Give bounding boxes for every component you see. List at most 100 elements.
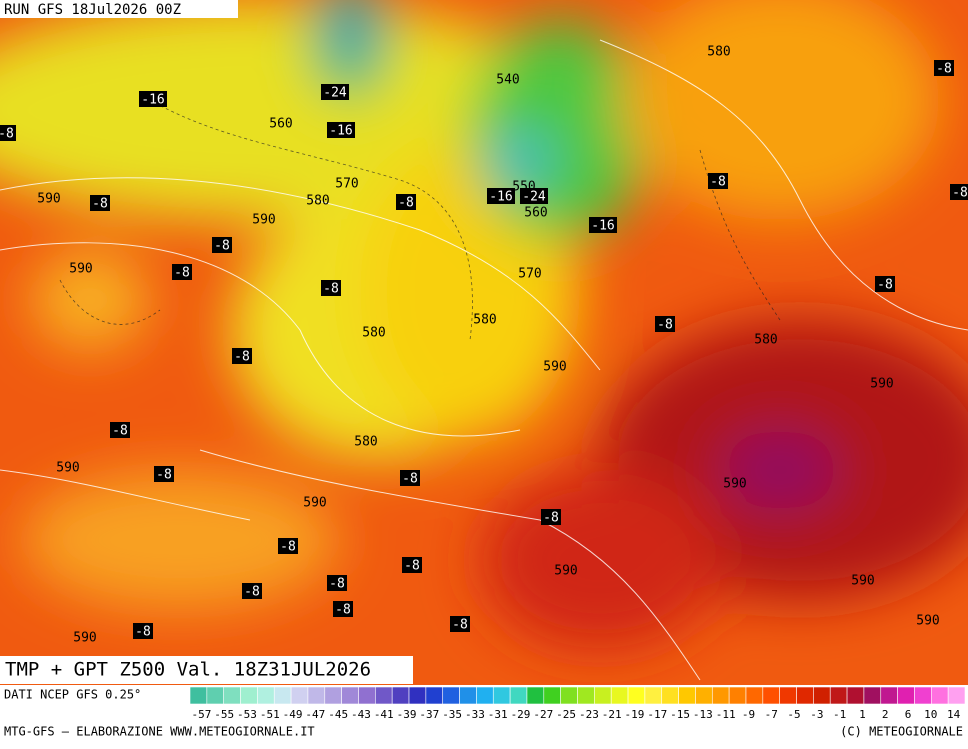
colorbar-swatch xyxy=(307,686,326,705)
colorbar-swatch xyxy=(728,686,747,705)
colorbar-label: 1 xyxy=(859,708,866,721)
contour-label: 580 xyxy=(473,313,496,328)
contour-label: 590 xyxy=(69,262,92,277)
title-box xyxy=(0,656,413,684)
colorbar-label: -51 xyxy=(260,708,280,721)
colorbar-swatch xyxy=(711,686,730,705)
contour-label: -8 xyxy=(174,266,190,281)
contour-label-box xyxy=(708,173,728,189)
colorbar-swatch xyxy=(897,686,915,705)
colorbar-swatch xyxy=(408,686,427,705)
colorbar-swatch xyxy=(931,686,949,705)
contour-label: 570 xyxy=(335,177,358,192)
contour-label-box xyxy=(520,188,548,204)
colorbar-swatch xyxy=(189,686,208,705)
contour-label: -8 xyxy=(657,318,673,333)
colorbar-swatch xyxy=(543,686,561,705)
contour-label: -8 xyxy=(543,511,559,526)
colorbar-label: -1 xyxy=(833,708,846,721)
colorbar-label: 10 xyxy=(924,708,937,721)
colorbar-swatch xyxy=(610,686,629,705)
contour-label-box xyxy=(655,316,675,332)
colorbar-swatch xyxy=(526,686,545,705)
contour-label: -8 xyxy=(156,468,172,483)
colorbar-swatch xyxy=(846,686,865,705)
contour-label: -8 xyxy=(234,350,250,365)
contour-label: -16 xyxy=(329,124,352,139)
contour-label: 570 xyxy=(518,267,541,282)
contour-label: -8 xyxy=(936,62,952,77)
colorbar-label: -7 xyxy=(765,708,778,721)
colorbar-swatch xyxy=(240,686,258,705)
colorbar-swatch xyxy=(779,686,797,705)
colorbar-label: -15 xyxy=(670,708,690,721)
colorbar-swatch xyxy=(206,686,224,705)
run-box xyxy=(0,0,238,18)
map-field xyxy=(0,0,968,685)
contour-label: 560 xyxy=(269,117,292,132)
colorbar-swatch xyxy=(560,686,578,705)
contour-label-box xyxy=(172,264,192,280)
colorbar-swatch xyxy=(509,686,528,705)
colorbar-swatch xyxy=(476,686,494,705)
colorbar-swatch xyxy=(627,686,646,705)
colorbar-label: -25 xyxy=(556,708,576,721)
colorbar-swatch xyxy=(273,686,292,705)
colorbar-swatch xyxy=(947,686,966,705)
contour-label-box xyxy=(232,348,252,364)
contour-label: -8 xyxy=(280,540,296,555)
contour-label: 590 xyxy=(851,574,874,589)
contour-label: 590 xyxy=(252,213,275,228)
colorbar-label: -37 xyxy=(419,708,439,721)
contour-label: 590 xyxy=(37,192,60,207)
contour-label: 590 xyxy=(723,477,746,492)
contour-label: 580 xyxy=(362,326,385,341)
contour-label: -8 xyxy=(112,424,128,439)
contour-label: -8 xyxy=(877,278,893,293)
colorbar-swatch xyxy=(594,686,612,705)
contour-label-box xyxy=(396,194,416,210)
contour-label: -8 xyxy=(0,127,14,142)
contour-label: -16 xyxy=(489,190,512,205)
contour-label: -16 xyxy=(591,219,614,234)
contour-label: 590 xyxy=(916,614,939,629)
contour-label: 590 xyxy=(554,564,577,579)
contour-label-box xyxy=(278,538,298,554)
contour-label: 590 xyxy=(870,377,893,392)
contour-label: -8 xyxy=(135,625,151,640)
colorbar-swatch xyxy=(425,686,444,705)
colorbar-label: -19 xyxy=(625,708,645,721)
contour-label-box xyxy=(154,466,174,482)
contour-label: -16 xyxy=(141,93,164,108)
contour-label: -8 xyxy=(323,282,339,297)
contour-label-box xyxy=(212,237,232,253)
colorbar-label: -41 xyxy=(374,708,394,721)
colorbar-swatch xyxy=(914,686,932,705)
colorbar-swatch xyxy=(358,686,376,705)
colorbar-swatch xyxy=(745,686,764,705)
contour-label-box xyxy=(242,583,262,599)
colorbar-label: -39 xyxy=(397,708,417,721)
contour-label: 560 xyxy=(524,206,547,221)
colorbar-label: -23 xyxy=(579,708,599,721)
contour-label-box xyxy=(333,601,353,617)
contour-label: -8 xyxy=(404,559,420,574)
colorbar-label: -17 xyxy=(647,708,667,721)
colorbar-swatch xyxy=(863,686,882,705)
colorbar-swatch xyxy=(324,686,342,705)
colorbar-label: -53 xyxy=(237,708,257,721)
colorbar-swatch xyxy=(813,686,831,705)
contour-label: -8 xyxy=(244,585,260,600)
contour-label: 590 xyxy=(303,496,326,511)
contour-label: 580 xyxy=(754,333,777,348)
source-label: DATI NCEP GFS 0.25° xyxy=(4,688,141,702)
colorbar-label: -11 xyxy=(716,708,736,721)
contour-label: -24 xyxy=(522,190,546,205)
contour-label-box xyxy=(133,623,153,639)
contour-label-box xyxy=(90,195,110,211)
contour-label-box xyxy=(487,188,515,204)
contour-label-box xyxy=(321,280,341,296)
contour-label: -8 xyxy=(335,603,351,618)
contour-label-box xyxy=(589,217,617,233)
